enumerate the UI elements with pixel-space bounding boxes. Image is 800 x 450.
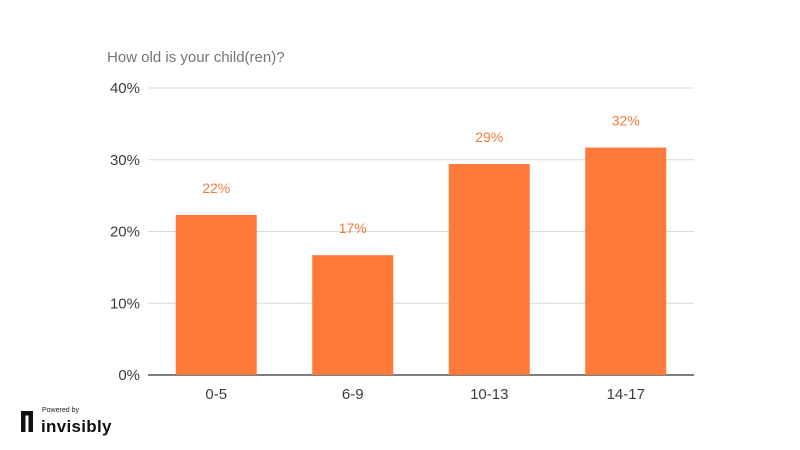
invisibly-logo-icon: [21, 411, 33, 432]
bar: [448, 164, 530, 375]
y-tick-label: 10%: [110, 295, 140, 312]
invisibly-wordmark: invisibly: [41, 417, 112, 436]
x-tick-label: 6-9: [342, 386, 364, 403]
y-tick-label: 40%: [110, 80, 140, 97]
data-label: 32%: [612, 113, 640, 129]
chart-title: How old is your child(ren)?: [107, 49, 285, 66]
y-tick-label: 30%: [110, 152, 140, 169]
bar: [312, 255, 394, 375]
y-tick-label: 20%: [110, 224, 140, 241]
invisibly-logo: Powered by invisibly: [19, 405, 129, 439]
powered-by-label: Powered by: [42, 407, 79, 414]
bar: [585, 147, 667, 375]
x-tick-label: 0-5: [205, 386, 227, 403]
data-label: 22%: [202, 180, 230, 196]
y-tick-label: 0%: [118, 367, 140, 384]
data-label: 29%: [475, 129, 503, 145]
bar: [175, 214, 257, 375]
data-label: 17%: [339, 220, 367, 236]
x-tick-label: 14-17: [607, 386, 645, 403]
x-tick-label: 10-13: [470, 386, 508, 403]
